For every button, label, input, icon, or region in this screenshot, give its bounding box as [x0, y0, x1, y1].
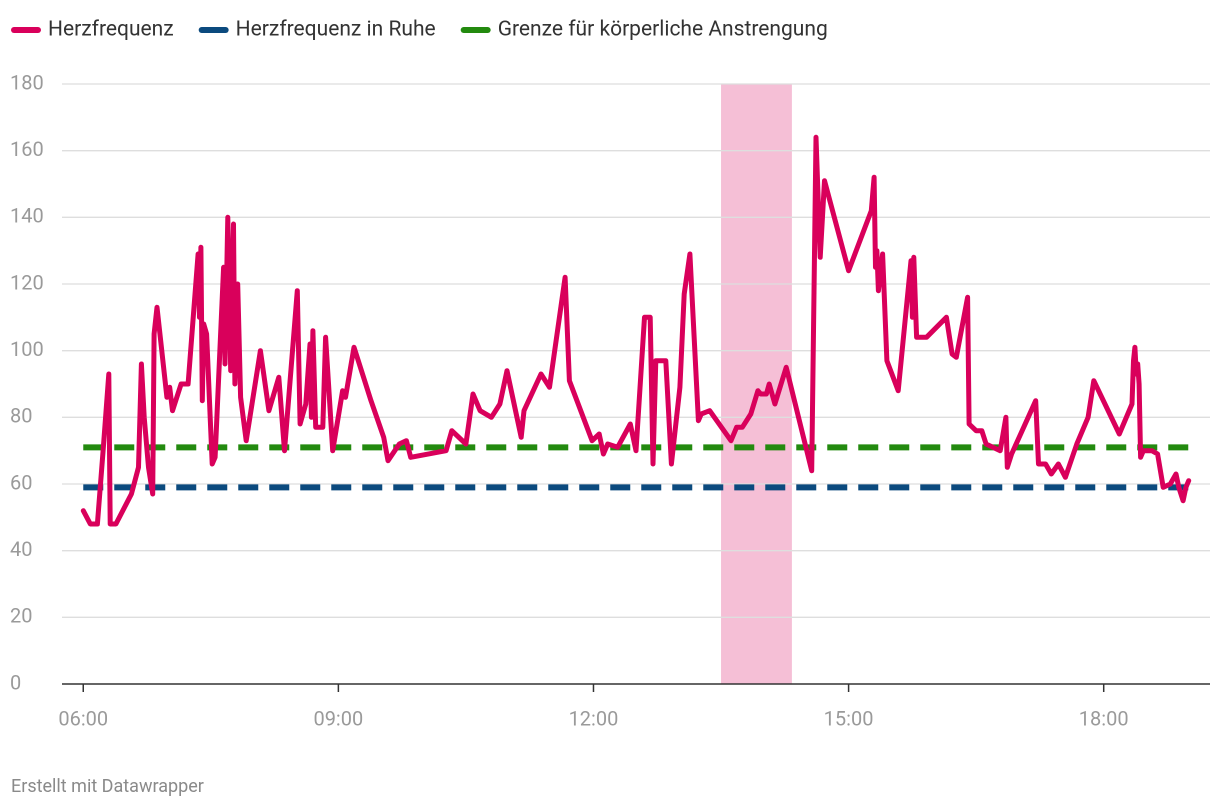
x-tick-label: 12:00: [569, 706, 619, 730]
y-tick-label: 20: [10, 604, 32, 628]
x-tick-label: 18:00: [1079, 706, 1129, 730]
legend-label: Herzfrequenz: [48, 18, 174, 42]
legend-label: Herzfrequenz in Ruhe: [236, 18, 436, 42]
x-tick-label: 09:00: [313, 706, 363, 730]
y-tick-label: 120: [10, 270, 44, 294]
y-tick-label: 140: [10, 204, 44, 228]
legend-label: Grenze für körperliche Anstrengung: [498, 18, 828, 42]
y-tick-label: 40: [10, 537, 32, 561]
y-tick-label: 180: [10, 70, 44, 94]
legend: Herzfrequenz Herzfrequenz in Ruhe Grenze f…: [11, 18, 828, 42]
y-tick-label: 160: [10, 137, 44, 161]
credit-note: Erstellt mit Datawrapper: [11, 776, 204, 797]
y-tick-label: 100: [10, 337, 44, 361]
y-tick-label: 80: [10, 404, 32, 428]
y-tick-label: 60: [10, 470, 32, 494]
y-tick-label: 0: [10, 670, 21, 694]
heart-rate-line: [80, 134, 1192, 527]
x-tick-label: 15:00: [824, 706, 874, 730]
x-tick-label: 06:00: [58, 706, 108, 730]
